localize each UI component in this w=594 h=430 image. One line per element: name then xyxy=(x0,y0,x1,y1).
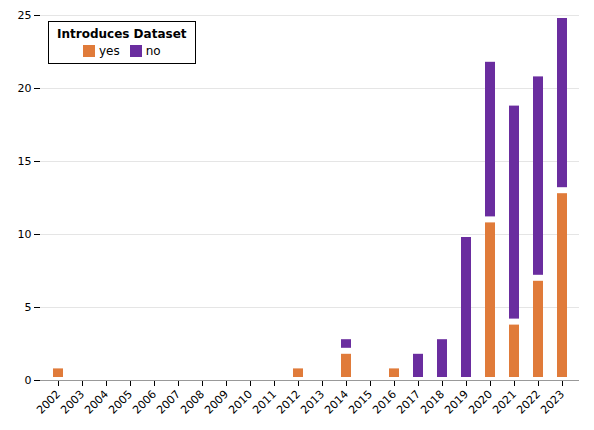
svg-text:2015: 2015 xyxy=(346,388,375,417)
svg-text:2022: 2022 xyxy=(514,388,543,417)
svg-text:10: 10 xyxy=(18,228,32,241)
svg-text:2002: 2002 xyxy=(34,388,63,417)
svg-text:2018: 2018 xyxy=(418,388,447,417)
svg-text:2009: 2009 xyxy=(202,388,231,417)
svg-text:2008: 2008 xyxy=(178,388,207,417)
svg-text:2005: 2005 xyxy=(106,388,135,417)
svg-text:20: 20 xyxy=(18,82,32,95)
svg-text:5: 5 xyxy=(25,301,32,314)
svg-text:2006: 2006 xyxy=(130,388,159,417)
svg-text:2007: 2007 xyxy=(154,388,183,417)
svg-text:2016: 2016 xyxy=(370,388,399,417)
svg-text:15: 15 xyxy=(18,155,32,168)
svg-text:2004: 2004 xyxy=(82,388,111,417)
svg-text:2017: 2017 xyxy=(394,388,423,417)
html-text:Introduces Dataset: Introduces Dataset xyxy=(57,27,187,41)
svg-text:2023: 2023 xyxy=(538,388,567,417)
svg-text:2003: 2003 xyxy=(58,388,87,417)
svg-text:0: 0 xyxy=(25,374,32,387)
svg-text:2020: 2020 xyxy=(466,388,495,417)
svg-text:2021: 2021 xyxy=(490,388,519,417)
svg-text:2013: 2013 xyxy=(298,388,327,417)
svg-text:2019: 2019 xyxy=(442,388,471,417)
svg-text:2012: 2012 xyxy=(274,388,303,417)
svg-text:2010: 2010 xyxy=(226,388,255,417)
svg-text:2014: 2014 xyxy=(322,388,351,417)
svg-text:2011: 2011 xyxy=(250,388,279,417)
svg-text:25: 25 xyxy=(18,9,32,22)
html-text:yes: yes xyxy=(98,44,120,58)
html-text:no: no xyxy=(145,44,161,58)
